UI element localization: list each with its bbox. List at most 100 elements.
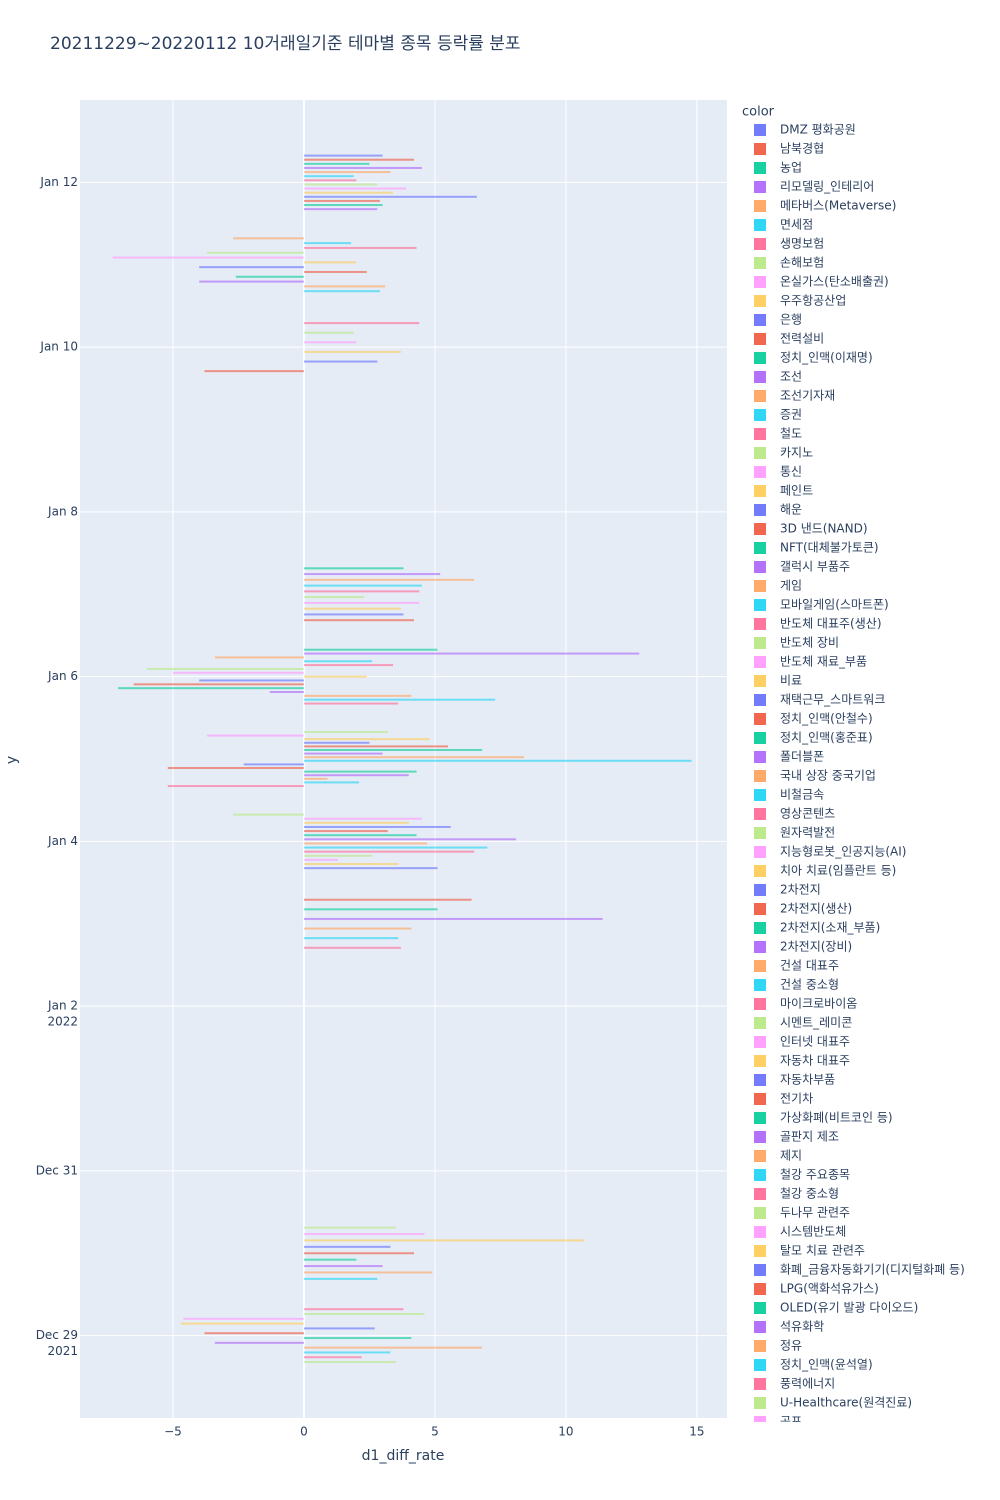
legend-label: 철강 중소형	[780, 1187, 839, 1201]
bar	[303, 898, 472, 901]
legend-swatch	[754, 352, 766, 364]
y-tick-label: 2022	[47, 1015, 78, 1029]
bar	[303, 1277, 378, 1280]
legend-label: 자동차부품	[780, 1073, 835, 1087]
bar	[167, 785, 304, 788]
bar	[183, 1317, 304, 1320]
bar	[233, 813, 304, 816]
legend-swatch	[754, 314, 766, 326]
bar	[303, 854, 373, 857]
bar	[303, 817, 422, 820]
legend-title: color	[742, 105, 775, 120]
bar	[303, 596, 365, 599]
bar	[303, 741, 370, 744]
bar	[303, 648, 438, 651]
legend-label: 반도체 재료_부품	[780, 655, 867, 669]
bar	[303, 908, 438, 911]
bar	[303, 619, 414, 622]
legend-label: 국내 상장 중국기업	[780, 769, 876, 783]
legend-label: 손해보험	[780, 256, 824, 270]
legend-swatch	[754, 1397, 766, 1409]
legend-swatch	[754, 390, 766, 402]
bar	[303, 759, 692, 762]
legend-swatch	[754, 618, 766, 630]
legend-label: 건설 대표주	[780, 959, 839, 973]
legend-label: 치아 치료(임플란트 등)	[780, 864, 896, 878]
bar	[303, 830, 388, 833]
bar	[207, 734, 304, 737]
bar	[303, 694, 412, 697]
bar	[303, 246, 417, 249]
bar	[303, 607, 401, 610]
bar	[303, 675, 367, 678]
legend-swatch	[754, 751, 766, 763]
y-tick-label: Jan 8	[47, 504, 78, 518]
y-tick-label: Dec 31	[36, 1163, 78, 1177]
legend-swatch	[754, 371, 766, 383]
bar	[199, 679, 304, 682]
bar	[303, 660, 373, 663]
legend-label: 온실가스(탄소배출권)	[780, 275, 889, 289]
legend-swatch	[754, 713, 766, 725]
bar	[303, 341, 357, 344]
bar	[303, 242, 352, 245]
y-tick-label: Jan 10	[39, 340, 78, 354]
legend-label: 우주항공산업	[780, 294, 846, 308]
bar	[303, 183, 378, 186]
bar	[303, 1327, 375, 1330]
bar	[303, 927, 412, 930]
bar	[303, 652, 640, 655]
bar	[303, 1258, 357, 1261]
bar	[303, 774, 409, 777]
bar	[303, 702, 399, 705]
legend-swatch	[754, 1188, 766, 1200]
bar	[303, 937, 399, 940]
legend-label: DMZ 평화공원	[780, 123, 856, 137]
bar	[303, 1265, 383, 1268]
legend-swatch	[754, 1416, 766, 1422]
bar	[303, 770, 417, 773]
legend-swatch	[754, 1017, 766, 1029]
legend-label: 풍력에너지	[780, 1377, 835, 1391]
legend-label: 2차전지(장비)	[780, 940, 852, 954]
legend-swatch	[754, 979, 766, 991]
x-tick-label: 0	[300, 1425, 308, 1439]
legend-label: 2차전지	[780, 883, 821, 897]
legend-swatch	[754, 827, 766, 839]
legend-label: 3D 낸드(NAND)	[780, 522, 868, 536]
legend-swatch	[754, 295, 766, 307]
legend-label: 카지노	[780, 446, 813, 460]
bar	[303, 1252, 414, 1255]
y-tick-label: Jan 6	[47, 669, 78, 683]
legend-swatch	[754, 333, 766, 345]
legend-label: 조선기자재	[780, 389, 835, 403]
legend-swatch	[754, 485, 766, 497]
bar	[303, 208, 378, 211]
legend-label: U-Healthcare(원격진료)	[780, 1396, 912, 1410]
legend-swatch	[754, 789, 766, 801]
legend-swatch	[754, 466, 766, 478]
legend-swatch	[754, 1378, 766, 1390]
bar	[303, 290, 380, 293]
legend-label: 조선	[780, 370, 802, 384]
bar	[303, 1356, 362, 1359]
legend-swatch	[754, 1283, 766, 1295]
bar	[303, 171, 391, 174]
bar	[214, 656, 304, 659]
legend-swatch	[754, 143, 766, 155]
legend-label: 증권	[780, 408, 802, 422]
legend-swatch	[754, 922, 766, 934]
legend-label: 시멘트_레미콘	[780, 1016, 852, 1030]
legend-label: 건설 중소형	[780, 978, 839, 992]
legend-swatch	[754, 523, 766, 535]
bar	[243, 763, 304, 766]
legend-swatch	[754, 903, 766, 915]
bar	[303, 322, 420, 325]
legend-label: OLED(유기 발광 다이오드)	[780, 1301, 918, 1315]
bar	[199, 266, 304, 269]
legend-label: 2차전지(생산)	[780, 902, 852, 916]
legend-label: 정치_인맥(홍준표)	[780, 731, 873, 745]
legend-swatch	[754, 1036, 766, 1048]
